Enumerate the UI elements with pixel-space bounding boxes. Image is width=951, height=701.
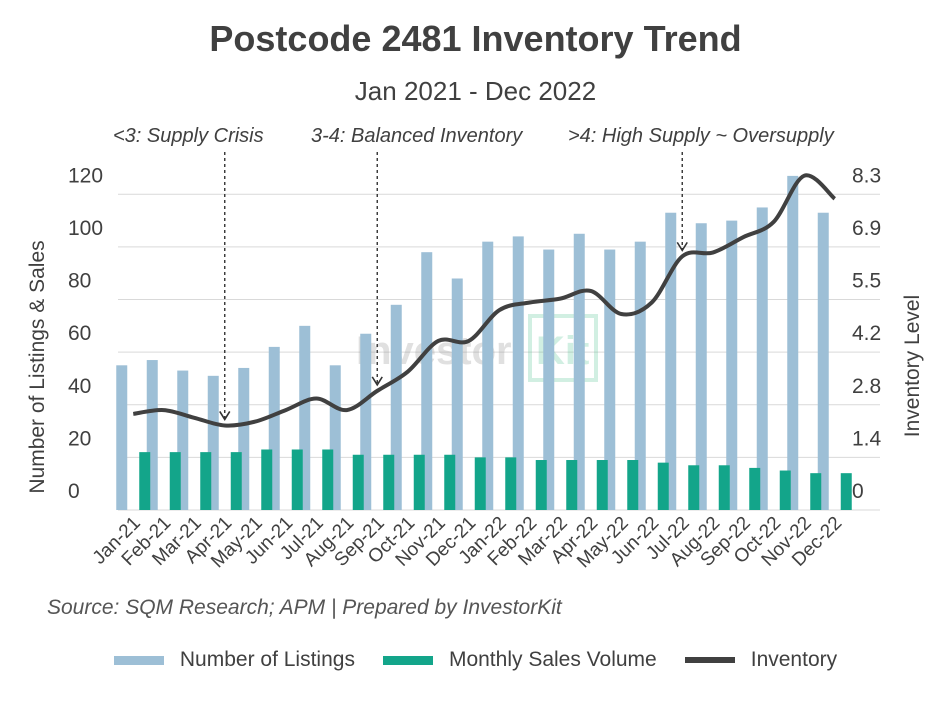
listings-bar — [421, 252, 433, 510]
right-tick-label: 6.9 — [852, 217, 881, 240]
listings-bars — [116, 175, 829, 511]
sales-bar — [230, 452, 242, 510]
listings-bar — [146, 360, 158, 510]
right-tick-label: 1.4 — [852, 427, 882, 450]
sales-bar — [566, 460, 578, 510]
left-tick-label: 40 — [68, 375, 91, 398]
sales-bar — [718, 465, 730, 510]
listings-bar — [573, 233, 585, 510]
sales-bar — [474, 457, 486, 510]
listings-bar — [634, 241, 646, 510]
inventory-line — [132, 173, 837, 428]
sales-bar — [291, 449, 303, 510]
sales-bar — [840, 473, 852, 510]
left-tick-label: 100 — [68, 217, 103, 240]
listings-bar — [726, 220, 738, 510]
legend-label-listings: Number of Listings — [179, 648, 355, 671]
chart-title: Postcode 2481 Inventory Trend — [209, 18, 742, 59]
sales-bar — [779, 470, 791, 510]
listings-bar — [268, 346, 280, 510]
sales-bar — [627, 460, 639, 510]
right-tick-label: 5.5 — [852, 270, 881, 293]
sales-bar — [169, 452, 181, 510]
listings-bar — [817, 212, 829, 510]
sales-bars — [139, 449, 852, 510]
listings-bar — [695, 223, 707, 510]
listings-bar — [299, 325, 311, 510]
sales-bar — [413, 454, 425, 510]
legend: Number of Listings Monthly Sales Volume … — [0, 648, 951, 672]
sales-bar — [444, 454, 456, 510]
listings-bar — [787, 175, 799, 510]
x-axis-ticks: Jan-21Feb-21Mar-21Apr-21May-21Jun-21Jul-… — [89, 513, 846, 573]
legend-swatch-inventory — [684, 657, 735, 663]
legend-item-listings: Number of Listings — [113, 648, 355, 672]
chart-area: Investor Kit <3: Supply Crisis 3-4: Balan… — [26, 125, 924, 573]
listings-bar — [451, 278, 463, 510]
listings-bar — [604, 249, 616, 511]
sales-bar — [596, 460, 608, 510]
listings-bar — [177, 370, 189, 510]
y-axis-label: Number of Listings & Sales — [26, 240, 49, 493]
annotation-arrowhead — [219, 411, 231, 421]
annotation-label: <3: Supply Crisis — [113, 125, 264, 147]
annotation-arrowhead — [371, 376, 383, 387]
listings-bar — [512, 236, 524, 510]
sales-bar — [688, 465, 700, 510]
legend-swatch-sales — [382, 655, 433, 665]
listings-bar — [543, 249, 555, 511]
listings-bar — [482, 241, 494, 510]
sales-bar — [810, 473, 822, 510]
annotations: <3: Supply Crisis 3-4: Balanced Inventory… — [113, 125, 835, 421]
right-tick-label: 0 — [852, 480, 864, 503]
right-tick-label: 4.2 — [852, 322, 881, 345]
sales-bar — [322, 449, 334, 510]
sales-bar — [749, 467, 761, 510]
left-tick-label: 120 — [68, 164, 103, 187]
right-tick-label: 8.3 — [852, 164, 881, 187]
listings-bar — [665, 212, 677, 510]
left-tick-label: 0 — [68, 480, 80, 503]
sales-bar — [383, 454, 395, 510]
sales-bar — [261, 449, 273, 510]
left-tick-label: 80 — [68, 270, 91, 293]
listings-bar — [360, 333, 372, 510]
annotation-label: 3-4: Balanced Inventory — [311, 125, 523, 147]
left-tick-label: 60 — [68, 322, 91, 345]
legend-label-inventory: Inventory — [750, 648, 838, 671]
y2-axis-label: Inventory Level — [901, 295, 924, 437]
legend-swatch-listings — [113, 655, 164, 665]
sales-bar — [505, 457, 517, 510]
listings-bar — [207, 375, 219, 510]
left-axis-ticks: 0 20 40 60 80 100 120 — [68, 164, 103, 503]
listings-bar — [116, 365, 128, 510]
annotation-label: >4: High Supply ~ Oversupply — [568, 125, 835, 147]
chart-subtitle: Jan 2021 - Dec 2022 — [354, 76, 597, 106]
legend-item-inventory: Inventory — [684, 648, 838, 672]
inventory-series-line — [132, 173, 837, 428]
annotation-arrowhead — [676, 241, 688, 252]
sales-bar — [352, 454, 364, 510]
right-tick-label: 2.8 — [852, 375, 881, 398]
left-tick-label: 20 — [68, 427, 91, 450]
source-note: Source: SQM Research; APM | Prepared by … — [47, 596, 562, 619]
listings-bar — [238, 367, 250, 510]
listings-bar — [756, 207, 768, 510]
legend-label-sales: Monthly Sales Volume — [448, 648, 657, 671]
listings-bar — [329, 365, 341, 510]
sales-bar — [200, 452, 212, 510]
legend-item-sales: Monthly Sales Volume — [382, 648, 657, 672]
right-axis-ticks: 0 1.4 2.8 4.2 5.5 6.9 8.3 — [852, 164, 882, 503]
sales-bar — [535, 460, 547, 510]
listings-bar — [390, 304, 402, 510]
sales-bar — [657, 462, 669, 510]
sales-bar — [139, 452, 151, 510]
